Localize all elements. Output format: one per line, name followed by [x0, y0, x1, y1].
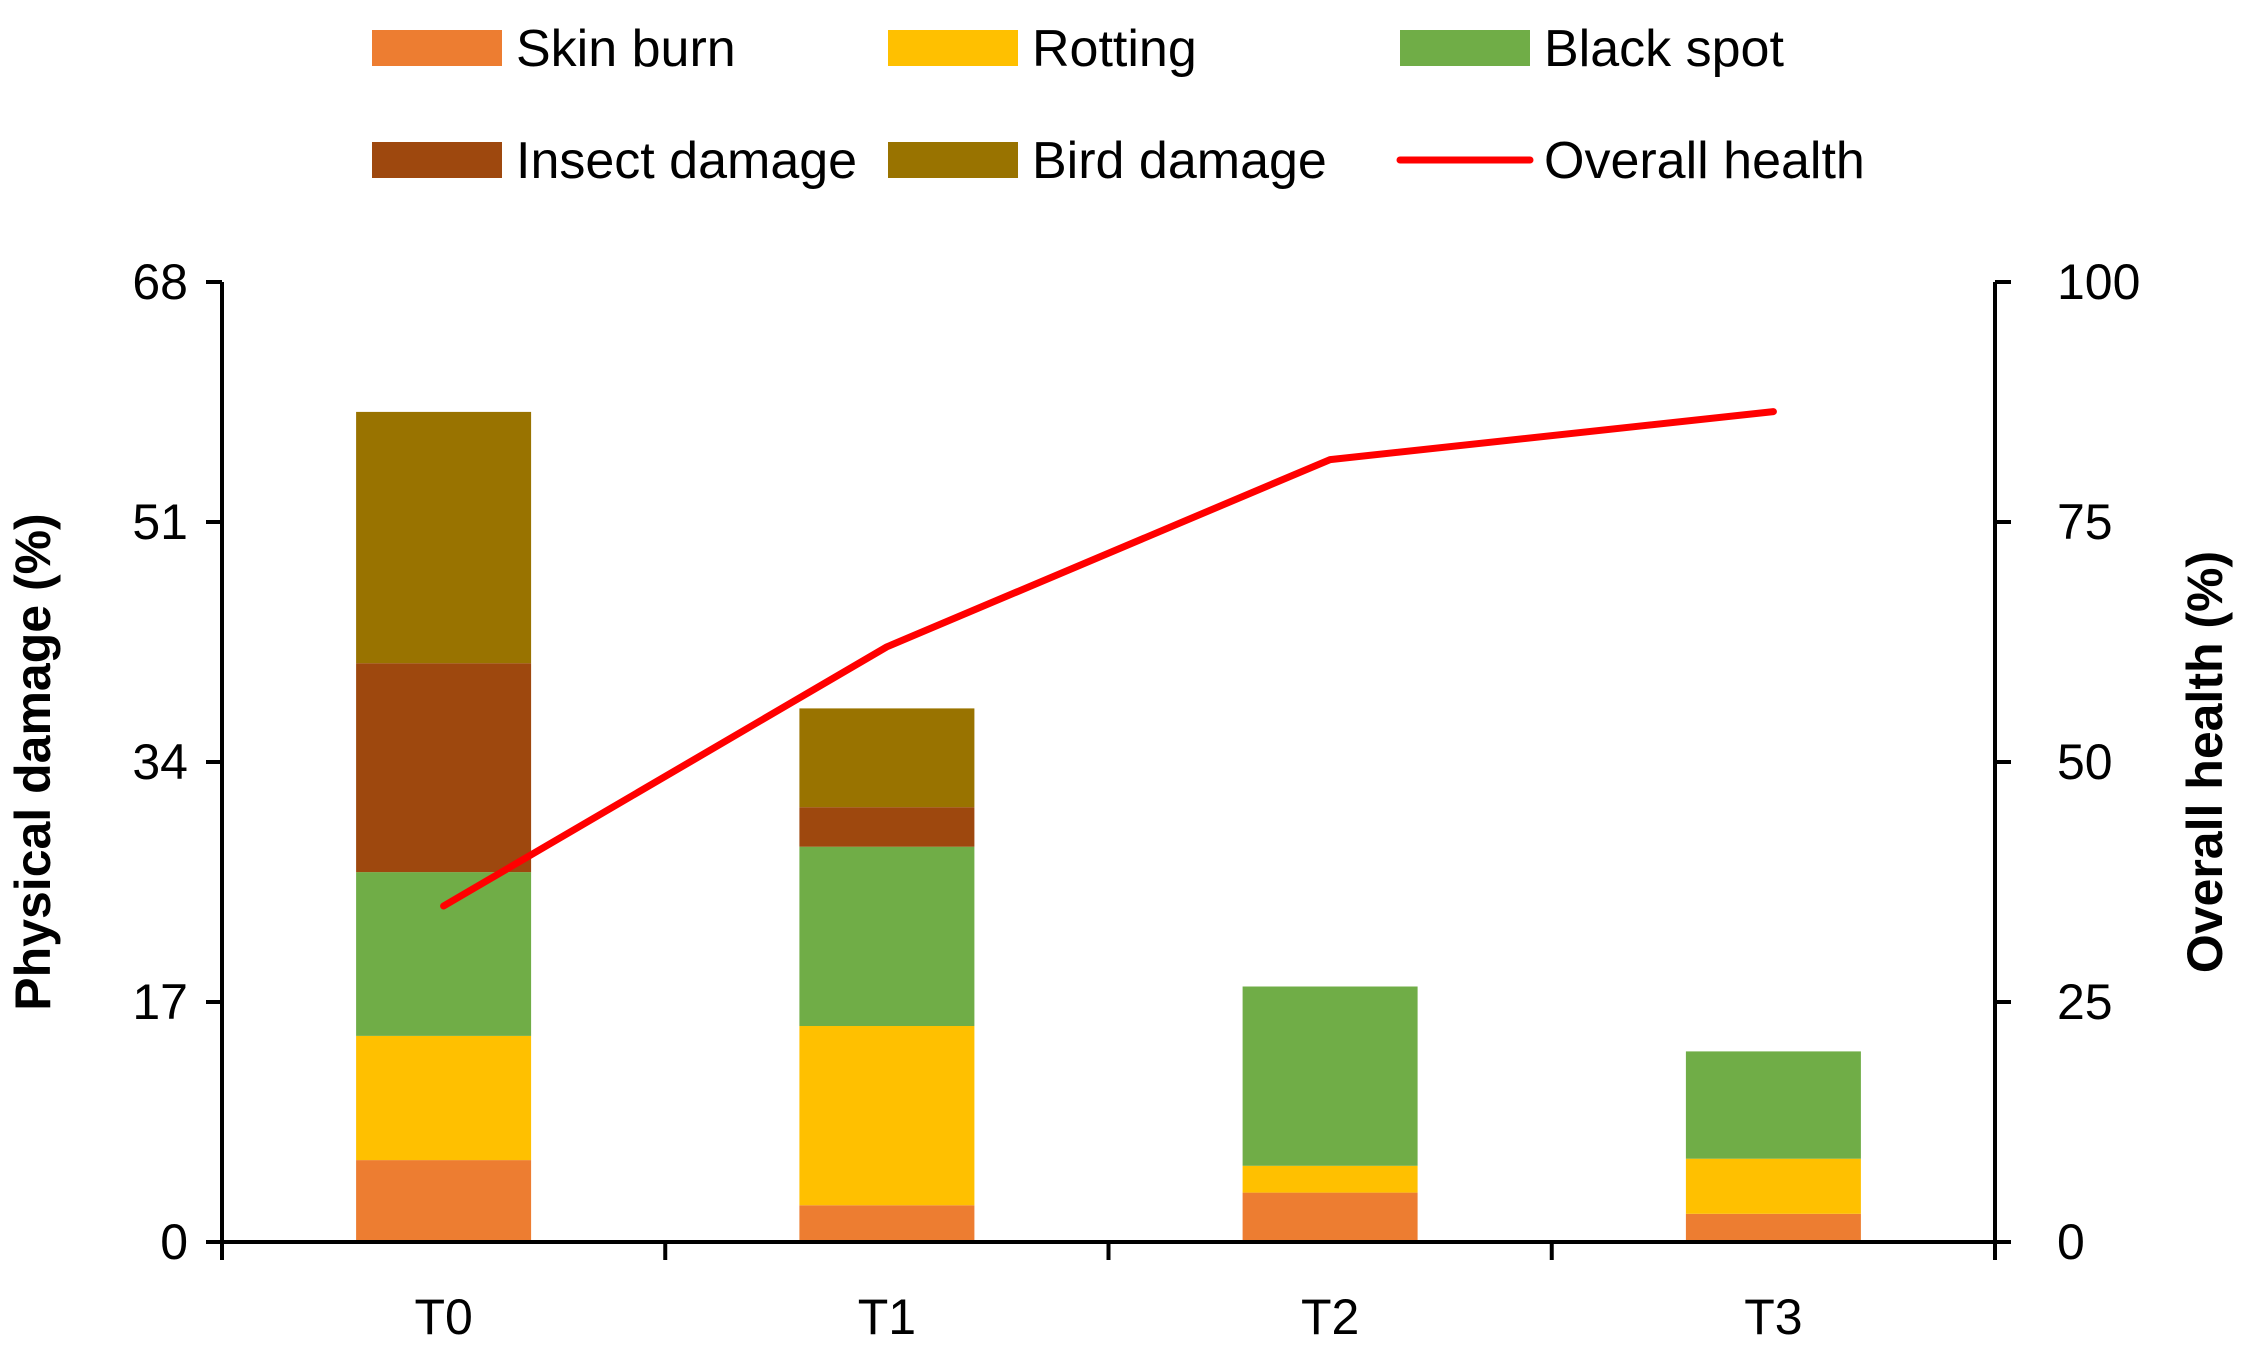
bar-black-spot-t0 — [356, 872, 532, 1036]
y-tick-label-left-51: 51 — [132, 494, 188, 550]
y-axis-title-left: Physical damage (%) — [5, 513, 61, 1010]
axes-group: 0 17 34 51 68 0 25 50 75 100 T0 T1 T2 T3 Physical dama… — [5, 254, 2233, 1345]
legend-swatch-skin-burn — [372, 30, 502, 66]
legend-swatch-insect-damage — [372, 142, 502, 178]
bar-rotting-t0 — [356, 1035, 532, 1161]
y-tick-label-right-0: 0 — [2057, 1214, 2085, 1270]
bar-skin-burn-t3 — [1685, 1213, 1861, 1242]
legend-swatch-rotting — [888, 30, 1018, 66]
bar-black-spot-t3 — [1685, 1051, 1861, 1159]
bar-rotting-t3 — [1685, 1158, 1861, 1214]
bar-insect-damage-t1 — [799, 807, 975, 847]
y-tick-label-left-17: 17 — [132, 974, 188, 1030]
overall-health-line-group — [440, 408, 1777, 910]
legend-label-black-spot: Black spot — [1544, 20, 1784, 78]
bar-rotting-t1 — [799, 1026, 975, 1206]
bar-skin-burn-t2 — [1242, 1192, 1418, 1242]
bars-group — [356, 411, 1861, 1242]
y-tick-label-right-75: 75 — [2057, 494, 2113, 550]
legend-label-overall-health: Overall health — [1544, 132, 1865, 190]
legend: Skin burn Rotting Black spot Insect damage B… — [372, 20, 1865, 190]
x-tick-label-t0: T0 — [414, 1289, 472, 1345]
bar-insect-damage-t0 — [356, 663, 532, 873]
y-tick-label-left-34: 34 — [132, 734, 188, 790]
overall-health-line — [440, 408, 1777, 910]
legend-label-skin-burn: Skin burn — [516, 20, 736, 78]
bar-skin-burn-t1 — [799, 1205, 975, 1242]
bar-bird-damage-t0 — [356, 411, 532, 664]
bar-bird-damage-t1 — [799, 708, 975, 808]
y-axis-title-right: Overall health (%) — [2177, 551, 2233, 973]
bar-skin-burn-t0 — [356, 1160, 532, 1242]
legend-label-insect-damage: Insect damage — [516, 132, 857, 190]
y-tick-label-right-25: 25 — [2057, 974, 2113, 1030]
x-tick-label-t3: T3 — [1744, 1289, 1802, 1345]
y-tick-label-left-68: 68 — [132, 254, 188, 310]
legend-swatch-bird-damage — [888, 142, 1018, 178]
legend-label-rotting: Rotting — [1032, 20, 1197, 78]
x-tick-label-t2: T2 — [1301, 1289, 1359, 1345]
bar-black-spot-t1 — [799, 846, 975, 1026]
y-tick-label-right-50: 50 — [2057, 734, 2113, 790]
x-tick-label-t1: T1 — [858, 1289, 916, 1345]
bar-black-spot-t2 — [1242, 986, 1418, 1166]
legend-label-bird-damage: Bird damage — [1032, 132, 1327, 190]
bar-rotting-t2 — [1242, 1165, 1418, 1193]
y-tick-label-left-0: 0 — [160, 1214, 188, 1270]
y-tick-label-right-100: 100 — [2057, 254, 2140, 310]
legend-swatch-black-spot — [1400, 30, 1530, 66]
